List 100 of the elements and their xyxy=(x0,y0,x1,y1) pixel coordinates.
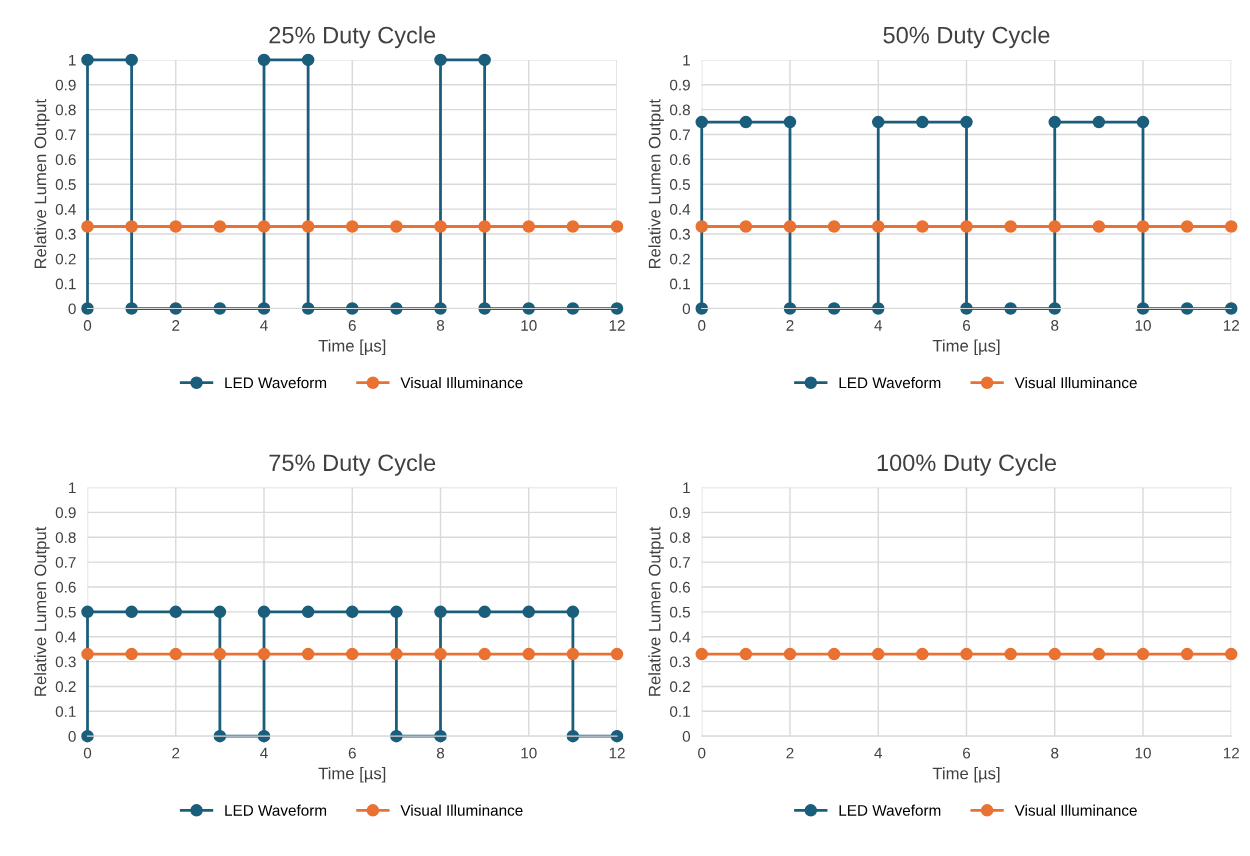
point xyxy=(434,647,447,661)
point xyxy=(478,647,491,661)
point xyxy=(1004,220,1017,233)
point xyxy=(81,729,94,743)
y-tick-label: 1 xyxy=(683,54,690,66)
point xyxy=(739,115,753,129)
point xyxy=(1092,115,1106,129)
point xyxy=(346,220,359,233)
point xyxy=(522,605,536,619)
y-tick-label: 0.2 xyxy=(669,253,690,265)
y-tick-label: 0 xyxy=(682,731,691,742)
point xyxy=(301,647,315,661)
legend-label: Visual Illuminance xyxy=(400,376,523,389)
y-tick-label: 0.6 xyxy=(669,581,690,593)
y-tick-label: 0.1 xyxy=(55,706,76,717)
x-tick-label: 6 xyxy=(348,320,356,331)
point xyxy=(257,220,271,233)
x-tick-label: 12 xyxy=(609,747,625,759)
chart-title: 100% Duty Cycle xyxy=(877,453,1056,476)
y-tick-label: 1 xyxy=(69,482,76,494)
point xyxy=(125,605,138,619)
y-tick-label: 0.9 xyxy=(55,507,76,519)
point xyxy=(960,115,973,129)
point xyxy=(960,220,973,233)
y-tick-label: 0.4 xyxy=(55,631,76,643)
point xyxy=(301,53,315,67)
x-tick-label: 8 xyxy=(436,747,445,759)
y-tick-label: 0.1 xyxy=(55,278,76,290)
point xyxy=(695,115,708,129)
x-tick-label: 12 xyxy=(1223,320,1239,331)
point xyxy=(566,647,580,661)
y-tick-label: 0.9 xyxy=(55,79,76,91)
y-axis-title: Relative Lumen Output xyxy=(34,526,50,696)
point xyxy=(695,302,708,315)
y-tick-label: 0.5 xyxy=(55,606,76,618)
point xyxy=(871,220,885,233)
x-tick-label: 10 xyxy=(1135,320,1151,331)
legend-label: LED Waveform xyxy=(225,377,327,389)
point xyxy=(81,647,94,661)
chart-title: 25% Duty Cycle xyxy=(269,26,436,49)
y-axis-title: Relative Lumen Output xyxy=(34,99,50,269)
point xyxy=(125,53,138,67)
y-tick-label: 0.8 xyxy=(669,104,690,116)
x-tick-label: 10 xyxy=(521,747,537,759)
point xyxy=(301,220,315,233)
y-tick-label: 0.9 xyxy=(669,79,690,91)
y-tick-label: 0.2 xyxy=(55,681,76,693)
y-tick-label: 0.4 xyxy=(55,203,76,215)
point xyxy=(1048,220,1061,233)
point xyxy=(916,220,929,233)
point xyxy=(478,605,491,619)
point xyxy=(783,115,797,129)
point xyxy=(257,53,271,67)
point xyxy=(566,220,580,233)
point xyxy=(1224,302,1238,315)
x-tick-label: 10 xyxy=(521,320,537,331)
legend-label: Visual Illuminance xyxy=(1014,376,1137,389)
point xyxy=(1224,220,1238,233)
x-tick-label: 12 xyxy=(1223,747,1239,759)
chart-title: 75% Duty Cycle xyxy=(269,453,436,476)
point xyxy=(478,53,491,67)
point xyxy=(522,220,536,233)
point xyxy=(169,220,183,233)
y-tick-label: 0.8 xyxy=(55,104,76,116)
y-tick-label: 1 xyxy=(69,54,76,66)
point xyxy=(478,220,491,233)
chart-title: 50% Duty Cycle xyxy=(883,26,1050,49)
y-tick-label: 0.1 xyxy=(669,706,690,717)
y-tick-label: 0.7 xyxy=(669,557,690,568)
y-tick-label: 0 xyxy=(68,303,76,315)
y-tick-label: 0 xyxy=(682,303,691,315)
x-tick-label: 8 xyxy=(1051,747,1059,759)
x-tick-label: 6 xyxy=(348,747,356,759)
point xyxy=(213,647,227,661)
x-tick-label: 12 xyxy=(609,320,625,331)
point xyxy=(1048,115,1061,129)
legend-label: Visual Illuminance xyxy=(1014,804,1137,816)
point xyxy=(739,220,753,233)
y-tick-label: 0.9 xyxy=(669,507,690,519)
x-tick-label: 0 xyxy=(83,747,92,759)
x-tick-label: 6 xyxy=(963,747,971,759)
point xyxy=(346,605,359,619)
point xyxy=(695,220,708,233)
point xyxy=(827,302,841,315)
y-tick-label: 0.3 xyxy=(669,656,690,668)
point xyxy=(434,605,447,619)
x-tick-label: 2 xyxy=(172,747,180,759)
x-tick-label: 2 xyxy=(786,747,794,759)
point xyxy=(81,302,94,315)
point xyxy=(169,605,183,619)
point xyxy=(566,302,580,315)
point xyxy=(81,605,94,619)
y-tick-label: 0.3 xyxy=(55,228,76,240)
point xyxy=(213,302,227,315)
y-tick-label: 0.1 xyxy=(669,278,690,290)
point xyxy=(1180,220,1194,233)
y-tick-label: 0.3 xyxy=(55,656,76,668)
point xyxy=(916,115,929,129)
point xyxy=(213,605,227,619)
point xyxy=(610,302,624,315)
